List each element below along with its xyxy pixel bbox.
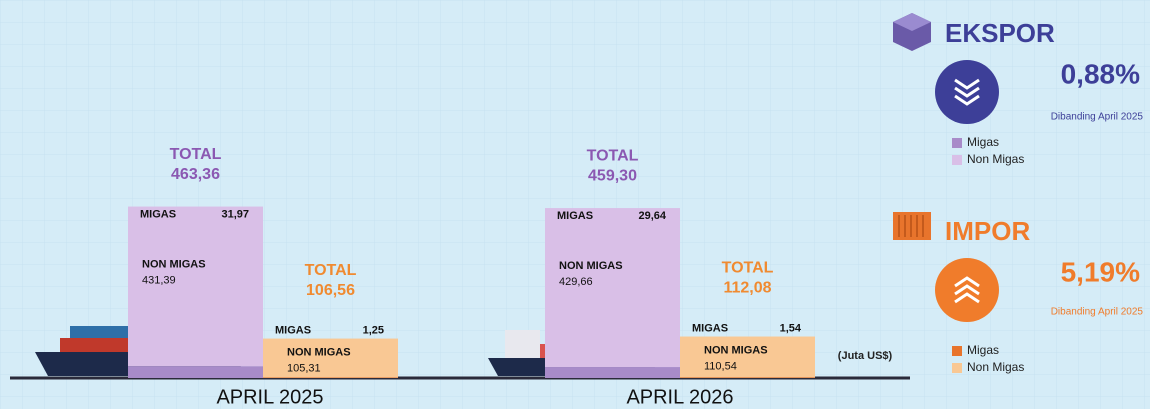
segment-label: NON MIGAS <box>142 258 206 270</box>
bar-segment <box>545 367 680 378</box>
unit-label: (Juta US$) <box>838 350 893 362</box>
segment-value: 110,54 <box>704 360 737 372</box>
segment-value: 31,97 <box>221 208 249 220</box>
segment-label: NON MIGAS <box>287 346 351 358</box>
segment-value: 29,64 <box>638 210 666 222</box>
segment-value: 1,54 <box>780 322 802 334</box>
chevron <box>954 94 980 106</box>
total-label: TOTAL <box>722 260 774 277</box>
legend-label: Non Migas <box>967 360 1024 374</box>
change-note: Dibanding April 2025 <box>1051 112 1144 123</box>
category-label: APRIL 2025 <box>216 386 323 408</box>
chevron <box>954 292 980 304</box>
segment-label: NON MIGAS <box>704 344 768 356</box>
change-badge <box>935 258 999 322</box>
bar-segment <box>128 206 263 367</box>
impor-icon <box>893 212 931 240</box>
segment-label: MIGAS <box>140 208 176 220</box>
legend-swatch <box>952 138 962 148</box>
panel-title: IMPOR <box>945 216 1030 246</box>
segment-value: 429,66 <box>559 276 593 288</box>
chevron <box>954 276 980 288</box>
segment-value: 1,25 <box>363 324 384 336</box>
total-value: 112,08 <box>723 280 771 297</box>
total-label: TOTAL <box>587 147 639 164</box>
bar-segment <box>545 208 680 368</box>
legend-label: Migas <box>967 135 999 149</box>
bar-segment <box>263 338 398 378</box>
change-note: Dibanding April 2025 <box>1051 307 1144 318</box>
chevron <box>954 78 980 90</box>
legend-swatch <box>952 363 962 373</box>
category-label: APRIL 2026 <box>626 386 733 408</box>
segment-label: MIGAS <box>692 322 728 334</box>
bar-segment <box>680 377 815 378</box>
segment-value: 105,31 <box>287 362 321 374</box>
ekspor-icon <box>893 13 931 51</box>
total-value: 463,36 <box>171 166 220 183</box>
bar-segment <box>680 336 815 378</box>
legend-label: Migas <box>967 343 999 357</box>
change-value: 5,19% <box>1061 256 1140 287</box>
total-label: TOTAL <box>305 262 357 279</box>
change-value: 0,88% <box>1061 58 1140 89</box>
legend-label: Non Migas <box>967 152 1024 166</box>
segment-label: NON MIGAS <box>559 260 623 272</box>
legend-swatch <box>952 155 962 165</box>
panel-title: EKSPOR <box>945 18 1055 48</box>
bar-segment <box>128 366 263 378</box>
change-badge <box>935 60 999 124</box>
total-value: 459,30 <box>588 167 637 184</box>
chevron <box>954 86 980 98</box>
segment-value: 431,39 <box>142 274 176 286</box>
segment-label: MIGAS <box>557 210 593 222</box>
segment-label: MIGAS <box>275 324 311 336</box>
chevron <box>954 284 980 296</box>
total-value: 106,56 <box>306 282 355 299</box>
legend-swatch <box>952 346 962 356</box>
total-label: TOTAL <box>170 146 222 163</box>
